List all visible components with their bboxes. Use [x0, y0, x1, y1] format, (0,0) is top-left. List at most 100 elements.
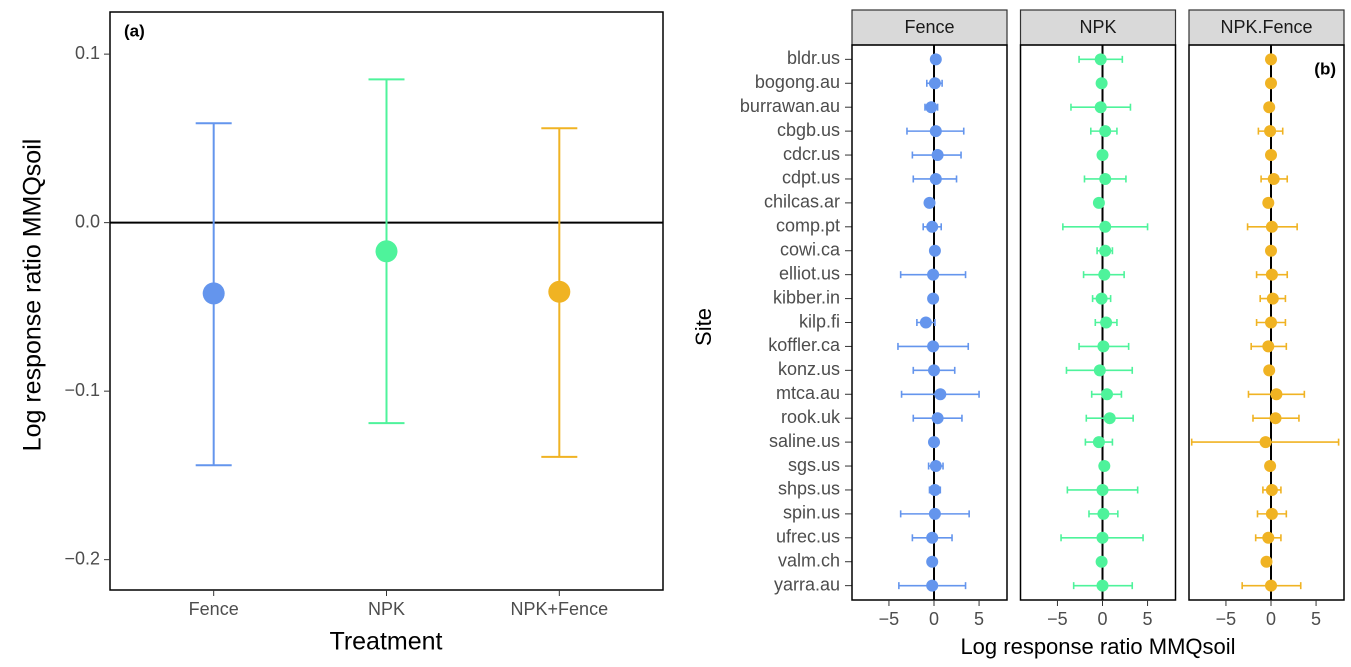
y-tick-label: bogong.au — [755, 72, 840, 92]
point — [926, 555, 939, 568]
x-tick-label: −5 — [1216, 609, 1237, 629]
y-tick-label: burrawan.au — [740, 96, 840, 116]
y-tick-label: cbgb.us — [777, 120, 840, 140]
x-tick-label: Fence — [189, 599, 239, 619]
y-tick-label: chilcas.ar — [764, 192, 840, 212]
point — [1262, 531, 1275, 544]
point — [925, 101, 938, 114]
y-tick-label: comp.pt — [776, 216, 840, 236]
point — [1265, 53, 1278, 66]
y-tick-label: −0.1 — [64, 380, 100, 400]
point — [1267, 172, 1280, 185]
y-tick-label: bldr.us — [787, 48, 840, 68]
x-tick-label: 5 — [974, 609, 984, 629]
point — [1100, 316, 1113, 329]
y-tick-label: saline.us — [769, 431, 840, 451]
y-tick-label: koffler.ca — [768, 335, 841, 355]
facet-label: NPK.Fence — [1220, 17, 1312, 37]
point — [929, 460, 942, 473]
x-tick-label: NPK+Fence — [511, 599, 609, 619]
point — [931, 412, 944, 425]
facet-strip — [1019, 9, 1177, 46]
point — [929, 53, 942, 66]
point — [927, 268, 940, 281]
y-tick-label: konz.us — [778, 359, 840, 379]
y-tick-label: −0.2 — [64, 548, 100, 568]
point — [1096, 149, 1109, 162]
x-axis-title: Treatment — [329, 628, 442, 656]
x-tick-label: 5 — [1311, 609, 1321, 629]
point — [1094, 101, 1107, 114]
point — [1265, 77, 1278, 90]
point — [934, 388, 947, 401]
y-tick-label: 0.1 — [75, 43, 100, 63]
y-tick-label: elliot.us — [779, 263, 840, 283]
point — [1262, 196, 1275, 209]
point — [1265, 316, 1278, 329]
y-tick-label: sgs.us — [788, 455, 840, 475]
point — [1264, 125, 1277, 138]
point — [1093, 364, 1106, 377]
point — [928, 244, 941, 257]
point — [928, 436, 941, 449]
point — [929, 125, 942, 138]
point — [1094, 53, 1107, 66]
point — [1096, 531, 1109, 544]
point — [1265, 483, 1278, 496]
point — [926, 220, 939, 233]
point — [1099, 244, 1112, 257]
facet-strip — [851, 9, 1008, 46]
point — [923, 196, 936, 209]
y-tick-label: 0.0 — [75, 211, 100, 231]
x-tick-label: −5 — [1047, 609, 1068, 629]
y-tick-label: spin.us — [783, 503, 840, 523]
point — [1265, 268, 1278, 281]
y-tick-label: rook.uk — [781, 407, 841, 427]
point — [1095, 555, 1108, 568]
point — [1265, 244, 1278, 257]
point — [1263, 101, 1276, 114]
plot-frame — [851, 44, 1008, 601]
y-axis-title: Site — [691, 308, 716, 346]
point — [1269, 412, 1282, 425]
panel-annotation: (a) — [124, 21, 145, 40]
point — [926, 579, 939, 592]
point — [1099, 220, 1112, 233]
point — [1101, 388, 1114, 401]
point — [929, 172, 942, 185]
point — [1092, 436, 1105, 449]
point — [1097, 507, 1110, 520]
point — [1092, 196, 1105, 209]
point — [927, 340, 940, 353]
point — [1263, 364, 1276, 377]
panel-annotation: (b) — [1314, 59, 1336, 78]
point — [1097, 340, 1110, 353]
x-tick-label: 0 — [1266, 609, 1276, 629]
y-tick-label: yarra.au — [774, 574, 840, 594]
point — [927, 292, 940, 305]
point — [1095, 77, 1108, 90]
point — [375, 240, 398, 263]
facet-label: Fence — [904, 17, 954, 37]
point — [1103, 412, 1116, 425]
y-tick-label: mtca.au — [776, 383, 840, 403]
point — [1270, 388, 1283, 401]
x-axis-title: Log response ratio MMQsoil — [960, 634, 1235, 659]
x-tick-label: NPK — [368, 599, 405, 619]
point — [1096, 483, 1109, 496]
point — [1265, 149, 1278, 162]
y-tick-label: shps.us — [778, 479, 840, 499]
point — [1098, 268, 1111, 281]
point — [1262, 340, 1275, 353]
point — [931, 149, 944, 162]
plot-frame — [1188, 44, 1345, 601]
point — [548, 280, 571, 303]
x-tick-label: 0 — [1097, 609, 1107, 629]
y-tick-label: cdcr.us — [783, 144, 840, 164]
point — [919, 316, 932, 329]
point — [928, 364, 941, 377]
y-tick-label: valm.ch — [778, 550, 840, 570]
point — [1260, 555, 1273, 568]
